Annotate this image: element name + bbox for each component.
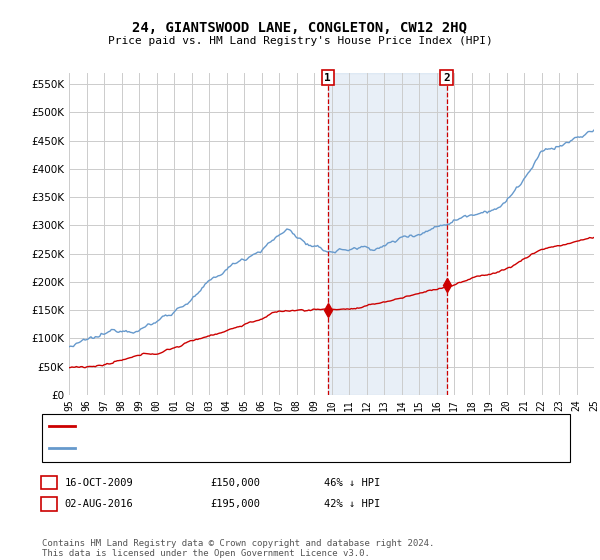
Text: 2: 2 [443,73,450,83]
Text: £150,000: £150,000 [210,478,260,488]
Bar [328,73,446,395]
Text: £195,000: £195,000 [210,499,260,509]
Text: 24, GIANTSWOOD LANE, CONGLETON, CW12 2HQ: 24, GIANTSWOOD LANE, CONGLETON, CW12 2HQ [133,21,467,35]
Text: 1: 1 [46,478,53,488]
Text: 16-OCT-2009: 16-OCT-2009 [65,478,134,488]
Text: Contains HM Land Registry data © Crown copyright and database right 2024.
This d: Contains HM Land Registry data © Crown c… [42,539,434,558]
Text: 42% ↓ HPI: 42% ↓ HPI [324,499,380,509]
Text: 2: 2 [46,499,53,509]
Text: 24, GIANTSWOOD LANE, CONGLETON, CW12 2HQ (detached house): 24, GIANTSWOOD LANE, CONGLETON, CW12 2HQ… [81,422,416,431]
Text: 1: 1 [325,73,331,83]
Text: 46% ↓ HPI: 46% ↓ HPI [324,478,380,488]
Text: Price paid vs. HM Land Registry's House Price Index (HPI): Price paid vs. HM Land Registry's House … [107,36,493,46]
Text: HPI: Average price, detached house, Cheshire East: HPI: Average price, detached house, Ches… [81,443,369,453]
Text: 02-AUG-2016: 02-AUG-2016 [65,499,134,509]
